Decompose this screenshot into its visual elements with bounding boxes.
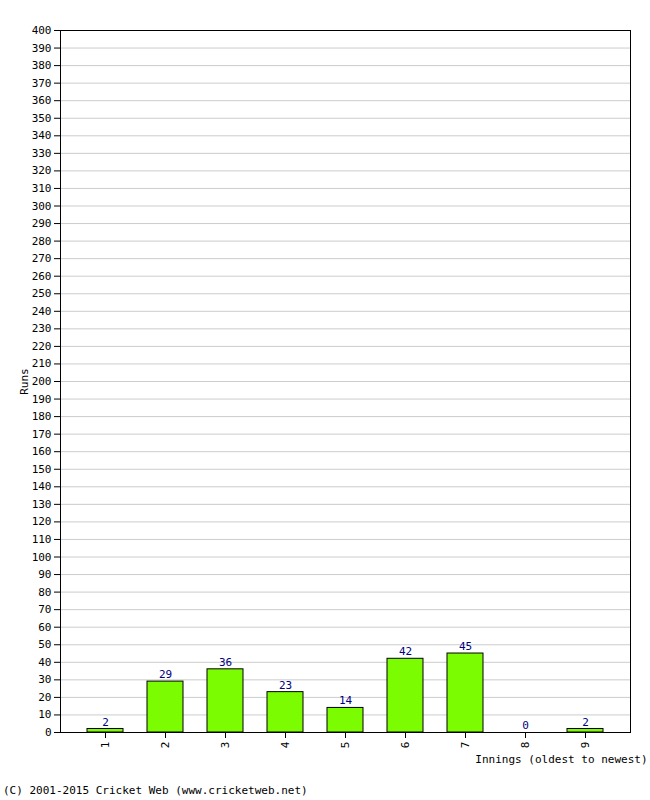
svg-text:270: 270 (32, 252, 52, 265)
svg-text:23: 23 (279, 679, 292, 692)
svg-text:260: 260 (32, 270, 52, 283)
svg-text:100: 100 (32, 551, 52, 564)
svg-text:170: 170 (32, 428, 52, 441)
svg-text:290: 290 (32, 217, 52, 230)
svg-text:2: 2 (582, 716, 589, 729)
svg-text:200: 200 (32, 375, 52, 388)
svg-text:130: 130 (32, 498, 52, 511)
svg-text:5: 5 (339, 742, 352, 749)
svg-text:90: 90 (38, 568, 51, 581)
svg-text:300: 300 (32, 200, 52, 213)
svg-text:8: 8 (519, 742, 532, 749)
svg-text:4: 4 (279, 741, 292, 748)
svg-text:9: 9 (579, 742, 592, 749)
svg-text:220: 220 (32, 340, 52, 353)
svg-text:330: 330 (32, 147, 52, 160)
svg-text:250: 250 (32, 287, 52, 300)
svg-text:180: 180 (32, 410, 52, 423)
svg-text:310: 310 (32, 182, 52, 195)
svg-text:320: 320 (32, 164, 52, 177)
svg-text:36: 36 (219, 656, 232, 669)
svg-text:380: 380 (32, 59, 52, 72)
svg-text:Innings (oldest to newest): Innings (oldest to newest) (475, 753, 647, 766)
svg-text:6: 6 (399, 742, 412, 749)
svg-text:3: 3 (219, 742, 232, 749)
svg-text:240: 240 (32, 305, 52, 318)
svg-text:400: 400 (32, 24, 52, 37)
svg-text:230: 230 (32, 322, 52, 335)
html-text:(C) 2001-2015 Cricket Web (www: (C) 2001-2015 Cricket Web (www.cricketwe… (3, 784, 308, 797)
svg-text:30: 30 (38, 673, 51, 686)
svg-text:350: 350 (32, 112, 52, 125)
svg-text:390: 390 (32, 42, 52, 55)
svg-text:45: 45 (459, 640, 472, 653)
svg-text:80: 80 (38, 586, 51, 599)
svg-text:7: 7 (459, 742, 472, 749)
svg-text:20: 20 (38, 691, 51, 704)
svg-text:370: 370 (32, 77, 52, 90)
svg-text:Runs: Runs (18, 368, 31, 395)
svg-text:2: 2 (102, 716, 109, 729)
svg-text:210: 210 (32, 357, 52, 370)
svg-text:10: 10 (38, 708, 51, 721)
svg-text:0: 0 (522, 719, 529, 732)
svg-text:340: 340 (32, 129, 52, 142)
svg-text:42: 42 (399, 645, 412, 658)
svg-text:2: 2 (159, 742, 172, 749)
svg-text:120: 120 (32, 515, 52, 528)
svg-text:29: 29 (159, 668, 172, 681)
svg-text:160: 160 (32, 445, 52, 458)
svg-text:140: 140 (32, 480, 52, 493)
svg-text:60: 60 (38, 621, 51, 634)
svg-text:40: 40 (38, 656, 51, 669)
svg-text:190: 190 (32, 393, 52, 406)
svg-text:150: 150 (32, 463, 52, 476)
svg-text:0: 0 (45, 726, 52, 739)
svg-text:50: 50 (38, 638, 51, 651)
svg-text:110: 110 (32, 533, 52, 546)
svg-text:70: 70 (38, 603, 51, 616)
svg-text:1: 1 (99, 742, 112, 749)
svg-text:280: 280 (32, 235, 52, 248)
svg-text:360: 360 (32, 94, 52, 107)
svg-text:14: 14 (339, 694, 353, 707)
